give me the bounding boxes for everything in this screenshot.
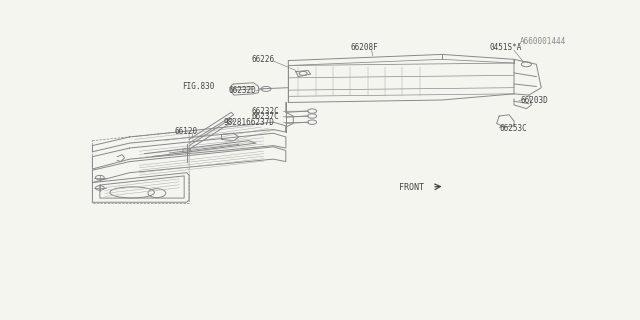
Text: 66226: 66226 bbox=[251, 55, 275, 64]
Text: 66253C: 66253C bbox=[499, 124, 527, 133]
Text: FIG.830: FIG.830 bbox=[182, 82, 214, 91]
Text: 66232D: 66232D bbox=[229, 86, 257, 95]
Text: 66203D: 66203D bbox=[520, 96, 548, 105]
Text: 66208F: 66208F bbox=[350, 43, 378, 52]
Text: 66237C: 66237C bbox=[251, 112, 279, 121]
Text: A660001444: A660001444 bbox=[520, 37, 566, 46]
Text: 0451S*A: 0451S*A bbox=[489, 43, 522, 52]
Text: 9828166237D: 9828166237D bbox=[224, 118, 275, 127]
Text: 66232C: 66232C bbox=[251, 107, 279, 116]
Text: 66120: 66120 bbox=[174, 127, 197, 136]
Text: FRONT: FRONT bbox=[399, 183, 424, 192]
